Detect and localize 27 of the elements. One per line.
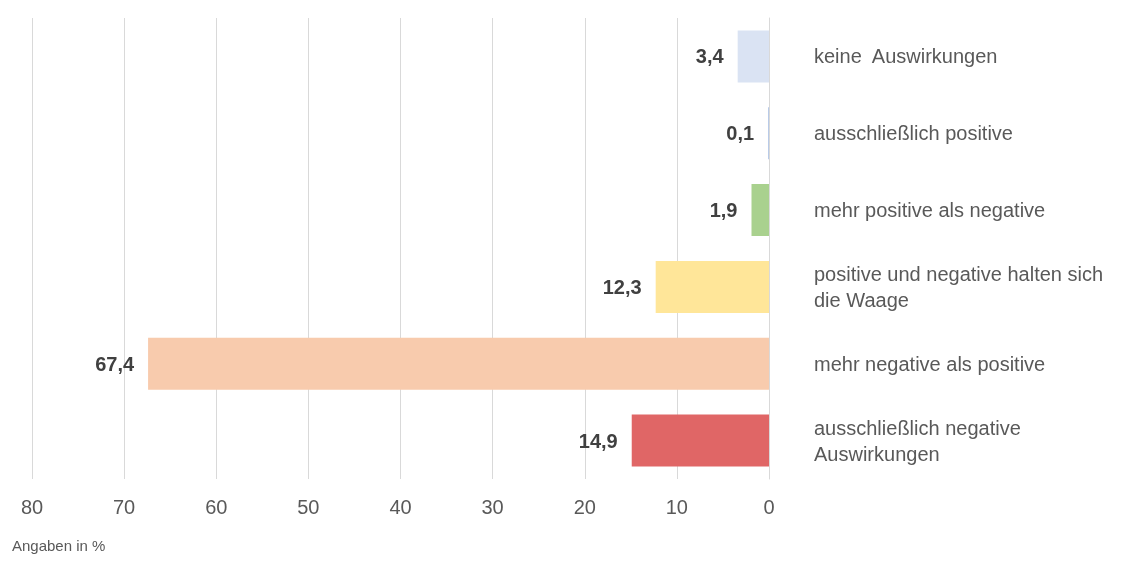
x-tick-label: 10 <box>665 496 688 518</box>
y-tick-label: keine Auswirkungen <box>814 45 998 68</box>
x-tick-label: 20 <box>573 496 596 518</box>
x-tick-label: 50 <box>297 496 320 518</box>
data-label: 0,1 <box>726 122 755 145</box>
bar <box>631 414 769 467</box>
x-tick-label: 30 <box>481 496 504 518</box>
bar <box>751 184 769 237</box>
data-label: 3,4 <box>695 45 725 68</box>
x-tick-label: 80 <box>20 496 44 518</box>
bar <box>737 30 769 83</box>
x-tick-label: 40 <box>389 496 412 518</box>
y-tick-label: positive und negative halten sich die Waage <box>814 262 1109 311</box>
y-tick-label: mehr negative als positive <box>814 352 1046 375</box>
bar <box>148 337 769 390</box>
bar <box>655 260 769 313</box>
y-tick-label: ausschließlich positive <box>814 122 1013 145</box>
data-label: 14,9 <box>578 429 618 452</box>
x-tick-label: 0 <box>763 496 775 518</box>
data-label: 12,3 <box>602 275 642 298</box>
x-tick-label: 70 <box>113 496 136 518</box>
data-label: 67,4 <box>95 352 135 375</box>
x-tick-label: 60 <box>205 496 228 518</box>
y-tick-label: ausschließlich negative Auswirkungen <box>814 416 1027 465</box>
y-tick-label: mehr positive als negative <box>814 199 1046 222</box>
x-axis-title: Angaben in % <box>12 537 106 554</box>
data-label: 1,9 <box>709 199 738 222</box>
